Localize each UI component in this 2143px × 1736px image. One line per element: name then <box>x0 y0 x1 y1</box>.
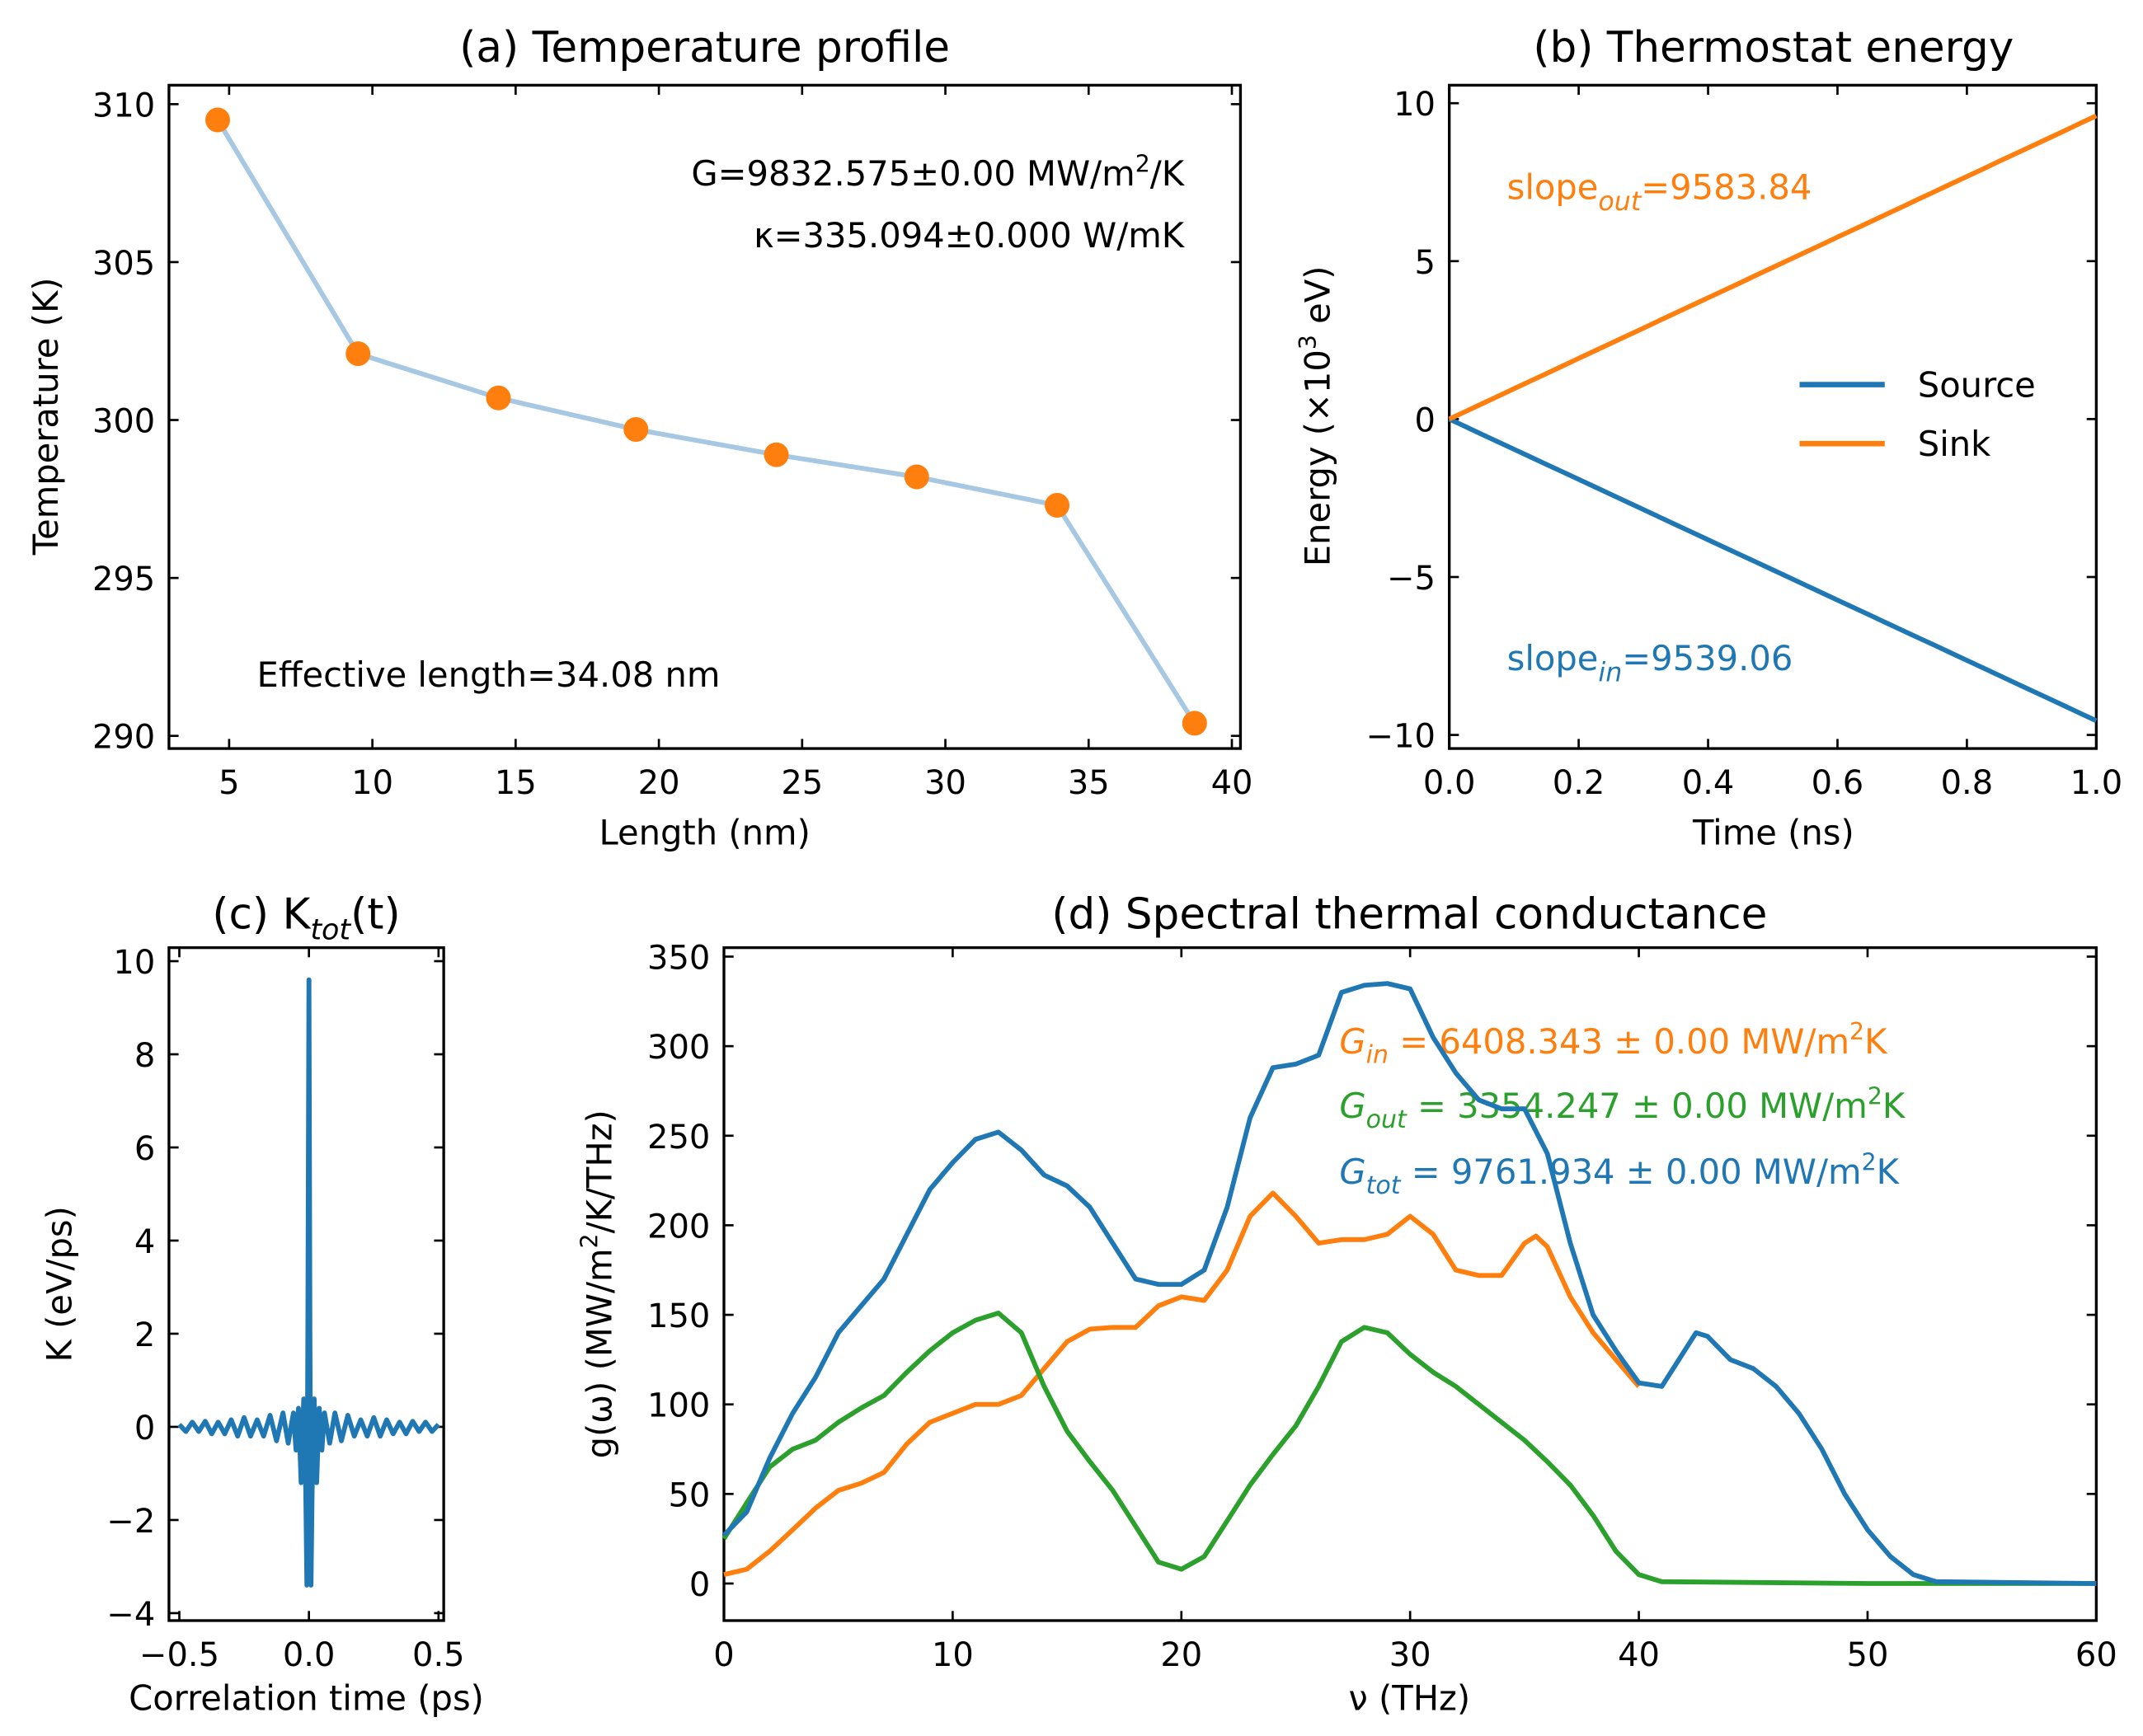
source-line <box>1448 416 2098 724</box>
y-tick-label: 200 <box>647 1208 710 1246</box>
panel-a-ylabel: Temperature (K) <box>26 277 66 556</box>
x-tick-label: 10 <box>932 1636 974 1674</box>
temperature-point <box>345 341 371 367</box>
x-tick-label: 0.5 <box>412 1636 465 1674</box>
y-tick-label: 100 <box>647 1387 710 1425</box>
y-tick-label: 310 <box>92 87 155 124</box>
panel-b-title: (b) Thermostat energy <box>1533 23 2014 73</box>
g-tot-annotation: Gtot = 9761.934 ± 0.00 MW/m2K <box>1339 1149 1900 1200</box>
x-tick-label: 0.8 <box>1941 764 1994 802</box>
y-tick-label: 4 <box>134 1223 155 1261</box>
x-tick-label: 0.6 <box>1812 764 1864 802</box>
y-tick-label: −4 <box>106 1596 155 1634</box>
axes-frame <box>722 945 2098 1622</box>
x-tick-label: 10 <box>351 764 393 802</box>
panel-a: (a) Temperature profile Length (nm) Temp… <box>26 23 1252 853</box>
temperature-point <box>623 417 649 443</box>
spectral-out-line <box>721 1311 2097 1586</box>
effective-length-annotation: Effective length=34.08 nm <box>257 655 721 695</box>
y-tick-label: 350 <box>647 939 710 977</box>
correlation-line <box>177 977 440 1588</box>
legend-source-label: Source <box>1918 365 2036 406</box>
temperature-point <box>1045 493 1070 518</box>
temperature-line <box>215 119 1197 725</box>
panel-b-ylabel: Energy (×103 eV) <box>1295 265 1338 566</box>
legend-sink-label: Sink <box>1918 424 1991 464</box>
x-tick-label: 15 <box>495 764 537 802</box>
panel-b-xlabel: Time (ns) <box>1692 813 1854 853</box>
x-tick-label: 0.2 <box>1553 764 1605 802</box>
x-tick-label: 50 <box>1847 1636 1889 1674</box>
x-tick-label: 20 <box>638 764 680 802</box>
panel-d-xlabel: ν (THz) <box>1349 1677 1471 1718</box>
y-tick-label: 150 <box>647 1297 710 1335</box>
y-tick-label: 10 <box>113 944 155 982</box>
x-tick-label: 35 <box>1068 764 1110 802</box>
panel-a-title: (a) Temperature profile <box>459 23 950 73</box>
panel-b: (b) Thermostat energy Time (ns) Energy (… <box>1295 23 2122 853</box>
y-tick-label: 305 <box>92 245 155 283</box>
y-tick-label: 300 <box>647 1029 710 1067</box>
panel-d: (d) Spectral thermal conductance ν (THz)… <box>576 889 2117 1718</box>
x-tick-label: 1.0 <box>2070 764 2123 802</box>
y-tick-label: 0 <box>689 1566 710 1604</box>
y-tick-label: 0 <box>1415 401 1436 439</box>
x-tick-label: 40 <box>1211 764 1253 802</box>
conductance-annotation: G=9832.575±0.00 MW/m2/K <box>691 150 1185 194</box>
x-tick-label: 20 <box>1160 1636 1202 1674</box>
temperature-point <box>904 464 929 490</box>
y-tick-label: −5 <box>1387 560 1436 598</box>
axes-frame <box>167 945 445 1622</box>
y-tick-label: 50 <box>668 1476 710 1514</box>
y-tick-label: 295 <box>92 561 155 598</box>
y-tick-label: 5 <box>1415 244 1436 282</box>
panel-d-ylabel: g(ω) (MW/m2/K/THz) <box>576 1110 620 1458</box>
y-tick-label: 6 <box>134 1130 155 1168</box>
temperature-point <box>1182 711 1207 736</box>
x-tick-label: 0.0 <box>1423 764 1476 802</box>
x-tick-label: 5 <box>219 764 239 802</box>
panel-d-title: (d) Spectral thermal conductance <box>1051 889 1767 939</box>
y-tick-label: −10 <box>1366 718 1436 756</box>
panel-c: (c) Ktot(t) Correlation time (ps) K (eV/… <box>40 889 484 1718</box>
x-tick-label: 25 <box>781 764 823 802</box>
x-tick-label: 0.0 <box>283 1636 336 1674</box>
y-tick-label: 2 <box>134 1316 155 1354</box>
panel-c-ylabel: K (eV/ps) <box>40 1206 80 1362</box>
y-tick-label: 250 <box>647 1119 710 1157</box>
slope-out-annotation: slopeout=9583.84 <box>1507 167 1812 217</box>
y-tick-label: −2 <box>106 1503 155 1541</box>
y-tick-label: 10 <box>1393 86 1436 124</box>
x-tick-label: 60 <box>2075 1636 2117 1674</box>
y-tick-label: 0 <box>134 1410 155 1447</box>
x-tick-label: 30 <box>924 764 966 802</box>
x-tick-label: −0.5 <box>139 1636 219 1674</box>
sink-line <box>1448 113 2098 422</box>
panel-c-xlabel: Correlation time (ps) <box>129 1677 484 1718</box>
panel-c-title: (c) Ktot(t) <box>212 889 400 946</box>
panel-a-xlabel: Length (nm) <box>599 813 811 853</box>
temperature-point <box>486 385 511 411</box>
y-tick-label: 290 <box>92 719 155 757</box>
spectral-in-line <box>723 1190 1641 1578</box>
y-tick-label: 300 <box>92 403 155 441</box>
spectral-tot-line <box>721 981 2097 1586</box>
x-tick-label: 40 <box>1618 1636 1660 1674</box>
g-in-annotation: Gin = 6408.343 ± 0.00 MW/m2K <box>1339 1018 1888 1069</box>
x-tick-label: 0 <box>713 1636 734 1674</box>
slope-in-annotation: slopein=9539.06 <box>1507 638 1793 687</box>
y-tick-label: 8 <box>134 1037 155 1075</box>
legend: Source Sink <box>1799 365 2036 464</box>
g-out-annotation: Gout = 3354.247 ± 0.00 MW/m2K <box>1339 1083 1906 1134</box>
temperature-point <box>204 107 230 133</box>
x-tick-label: 0.4 <box>1682 764 1735 802</box>
kappa-annotation: κ=335.094±0.000 W/mK <box>754 215 1186 256</box>
axes-frame <box>167 83 1243 750</box>
x-tick-label: 30 <box>1389 1636 1431 1674</box>
temperature-point <box>764 442 789 467</box>
